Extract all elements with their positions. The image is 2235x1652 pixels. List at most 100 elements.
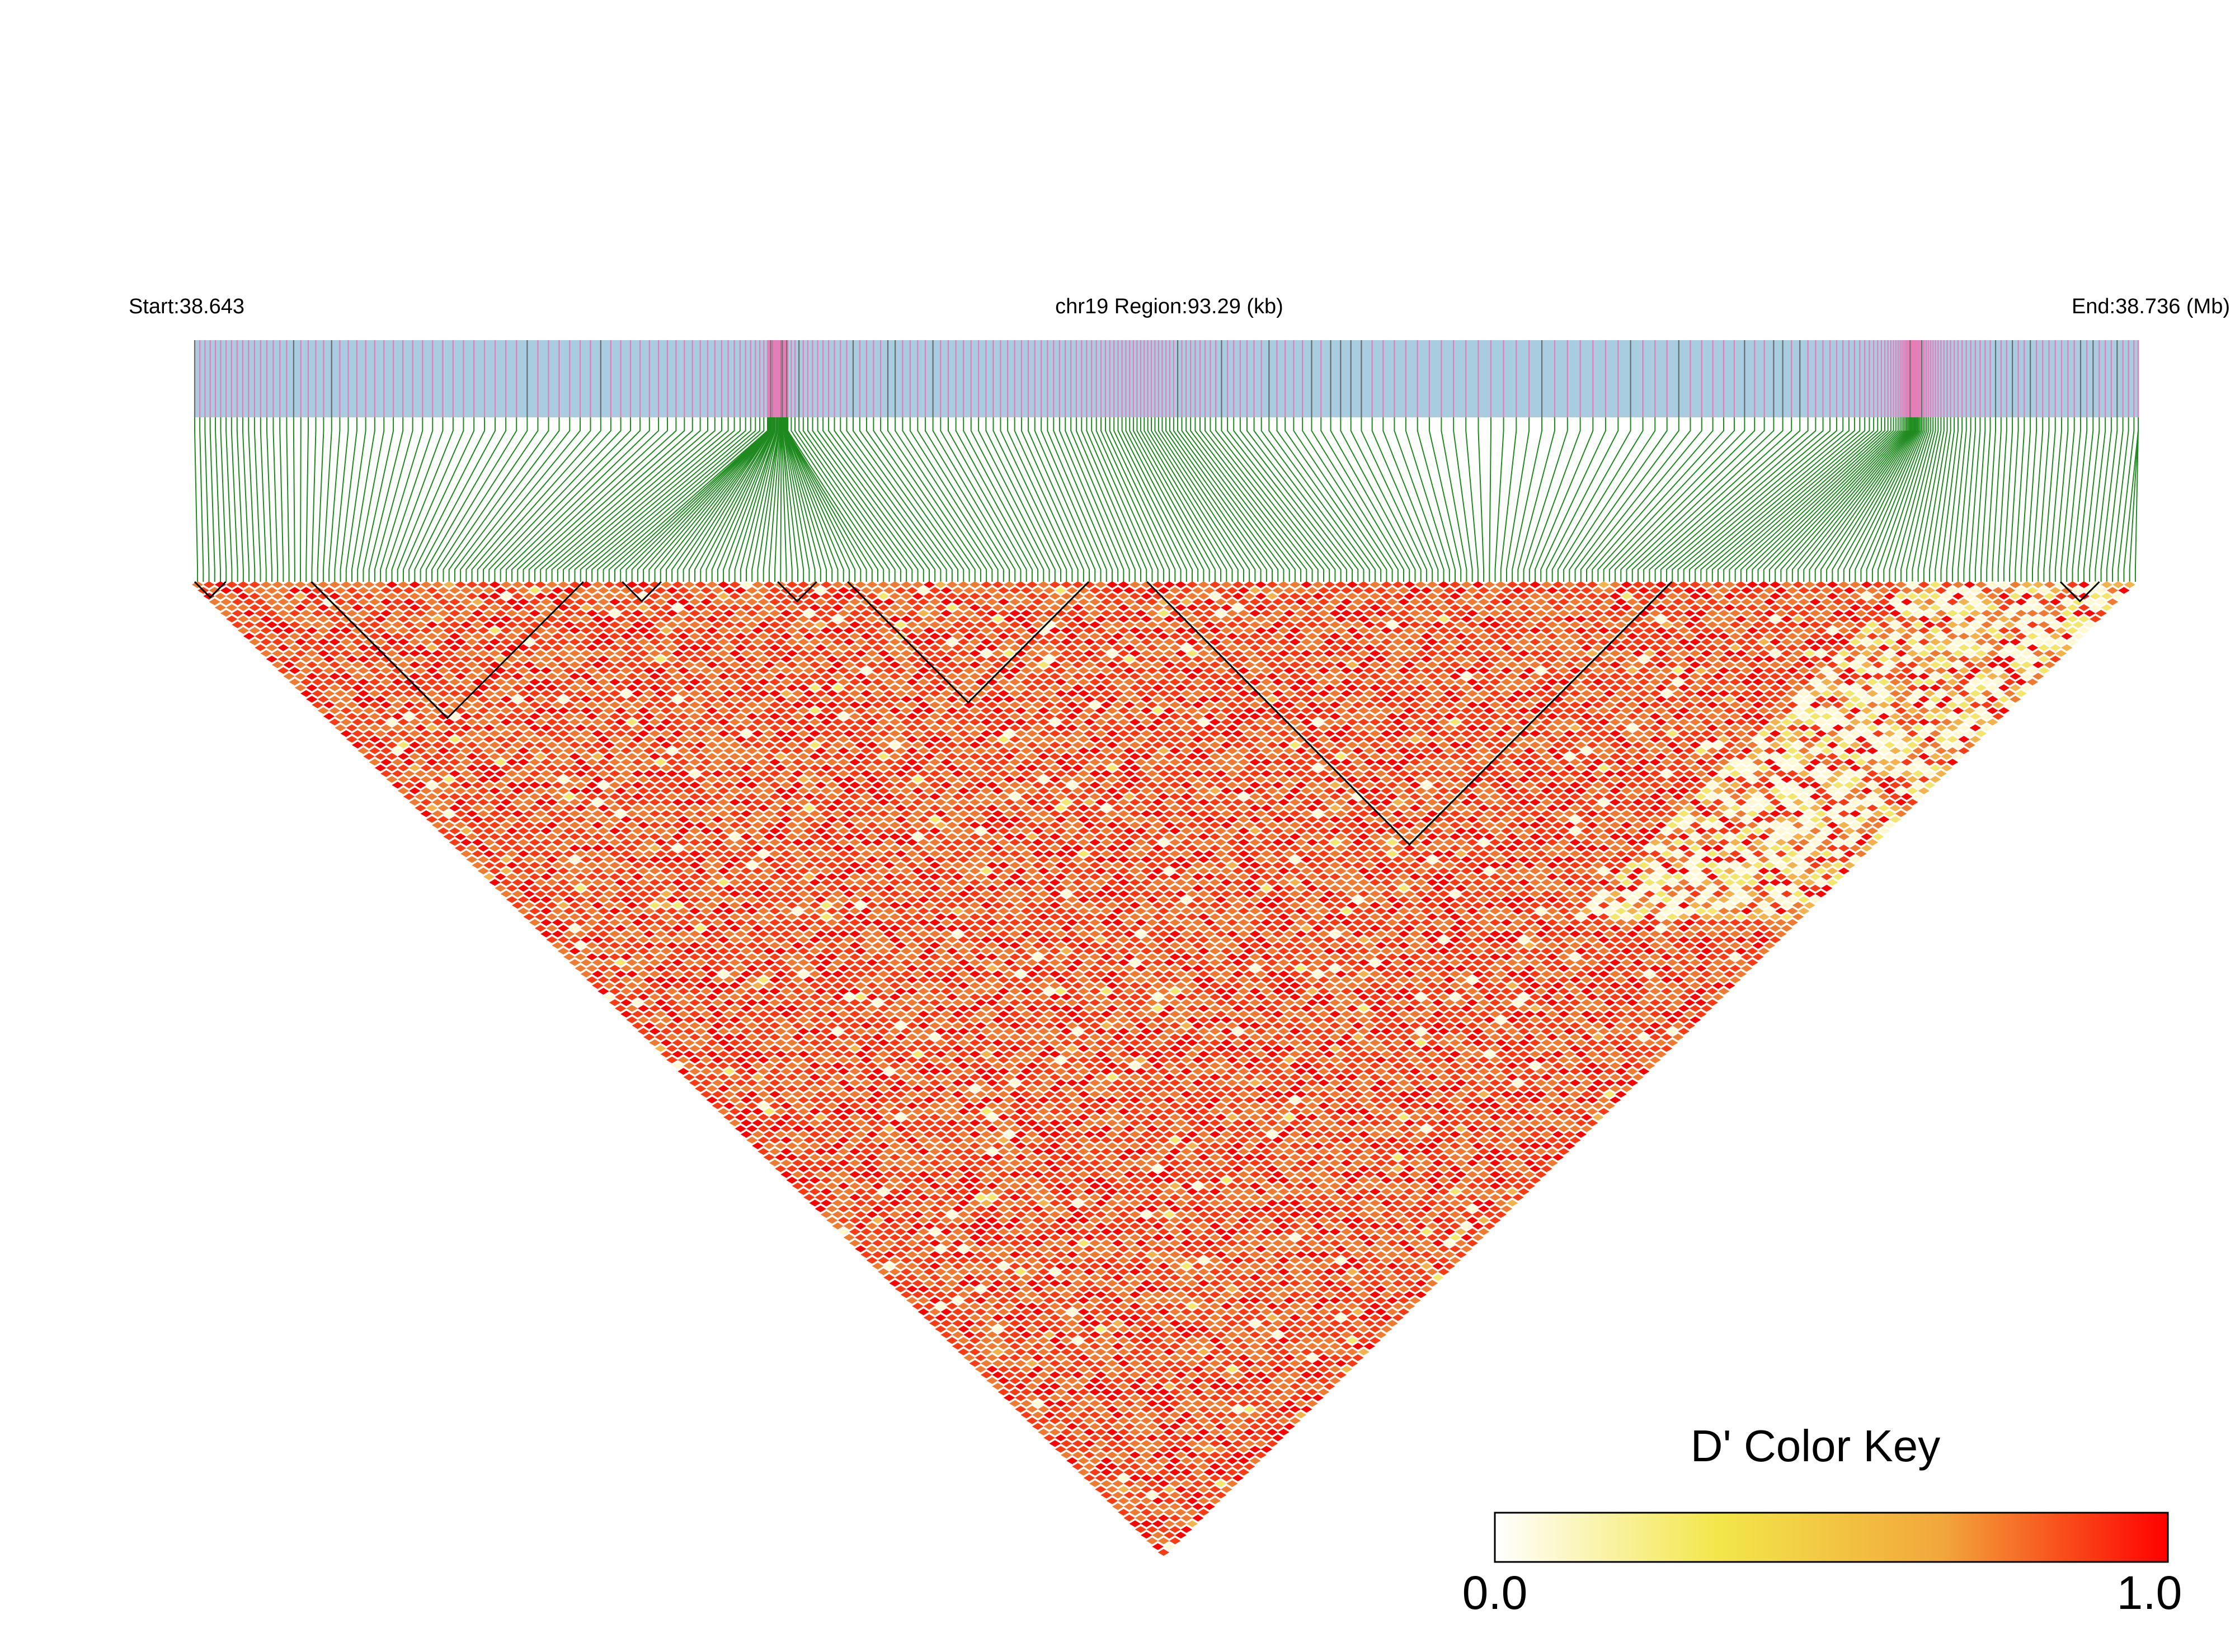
ld-cell [1735,615,1747,623]
ld-cell [958,615,970,623]
ld-cell [1649,621,1661,628]
ld-cell [1146,621,1158,628]
ld-cell [1706,587,1719,594]
ld-cell [860,610,872,617]
ld-cell [351,604,364,611]
ld-cell [580,604,592,611]
snp-connector [1233,417,1342,582]
snp-connector [380,417,424,582]
ld-cell [1660,610,1673,617]
ld-cell [1020,610,1032,617]
ld-cell [1850,581,1861,589]
ld-cell [386,592,398,600]
ld-cell [797,604,810,611]
ld-cell [1289,604,1301,611]
snp-connector [786,417,873,582]
ld-cell [1015,615,1027,623]
ld-cell [912,581,924,589]
snp-connector [591,417,756,582]
ld-cell [895,587,907,594]
ld-cell [1998,604,2010,611]
ld-cell [1495,615,1507,623]
ld-cell [592,615,604,623]
snp-connector [840,417,942,582]
snp-connector [846,417,947,582]
snp-connector [1129,417,1204,582]
ld-cell [380,598,392,605]
snp-connector [1706,417,1870,582]
ld-cell [255,610,266,617]
ld-cell [294,615,307,623]
ld-cell [1478,587,1490,594]
ld-cell [466,581,478,589]
ld-cell [706,592,718,600]
ld-cell [1369,581,1381,589]
ld-cell [1072,615,1084,623]
ld-cell [649,604,661,611]
ld-cell [649,615,661,623]
ld-cell [517,598,529,605]
ld-cell [1363,621,1375,628]
ld-cell [1667,592,1678,600]
ld-cell [1706,621,1719,628]
ld-cell [266,621,278,628]
ld-cell [1060,604,1072,611]
ld-cell [1215,621,1227,628]
ld-cell [1340,621,1353,628]
ld-cell [1375,598,1387,605]
ld-cell [443,592,455,600]
snp-connector [1620,417,1765,582]
ld-cell [294,592,307,600]
snp-connector [812,417,913,582]
ld-cell [1512,621,1524,628]
ld-cell [386,581,398,589]
ld-cell [1020,621,1032,628]
ld-cell [700,621,712,628]
ld-cell [1100,621,1112,628]
ld-cell [2112,592,2124,600]
snp-connector [2095,417,2112,582]
ld-cell [695,581,707,589]
ld-cell [1375,610,1387,617]
ld-cell [757,598,769,605]
ld-cell [975,598,987,605]
ld-cell [1192,598,1204,605]
ld-cell [243,621,255,628]
ld-cell [1146,598,1158,605]
ld-cell [1735,604,1747,611]
ld-cell [1100,587,1112,594]
snp-connector [909,417,999,582]
ld-cell [232,610,243,617]
ld-cell [1158,621,1170,628]
ld-cell [1798,598,1810,605]
ld-cell [1003,615,1015,623]
snp-position-ticks [194,340,2139,417]
ld-cell [1289,615,1301,623]
snp-connector [317,417,324,582]
ld-cell [1449,615,1461,623]
ld-cell [1238,621,1250,628]
ld-cell [895,621,907,628]
ld-cell [1363,587,1375,594]
ld-cell [495,621,506,628]
snp-connector [460,417,571,582]
snp-connector [1190,417,1296,582]
snp-connector [340,417,357,582]
ld-cell [975,587,987,594]
snp-connector [1878,417,1927,582]
ld-cell [1398,598,1410,605]
ld-cell [1500,598,1513,605]
snp-connector [1809,417,1912,582]
ld-cell [1872,592,1884,600]
ld-cell [397,581,410,589]
ld-cell [632,621,644,628]
ld-cell [935,581,947,589]
ld-cell [1455,621,1467,628]
ld-cell [780,610,792,617]
ld-cell [1809,587,1821,594]
ld-cell [237,615,250,623]
ld-cell [506,598,518,605]
snp-connector [551,417,716,582]
ld-cell [1026,592,1038,600]
ld-cell [1850,615,1861,623]
